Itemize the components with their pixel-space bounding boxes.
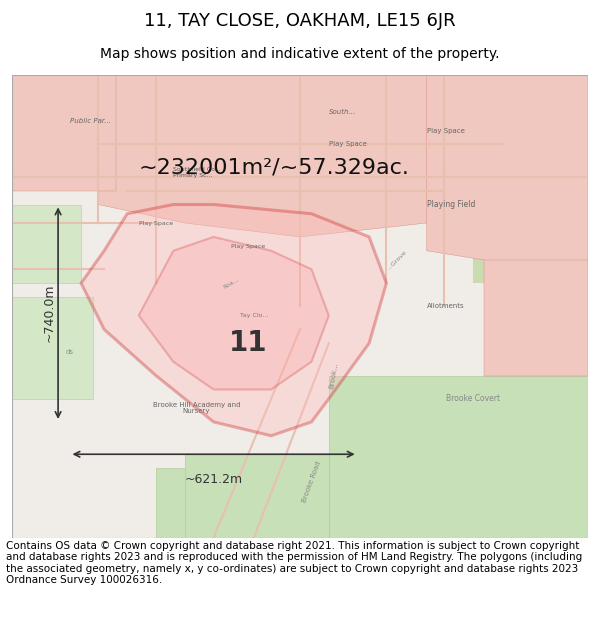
Text: ~621.2m: ~621.2m [185, 472, 242, 486]
Polygon shape [12, 297, 92, 399]
Polygon shape [484, 260, 588, 376]
Text: Tay Clo...: Tay Clo... [240, 313, 268, 318]
Polygon shape [12, 75, 116, 191]
Text: South...: South... [329, 109, 356, 115]
Text: Brooke Hill Academy and
Nursery: Brooke Hill Academy and Nursery [152, 401, 240, 414]
Polygon shape [427, 75, 588, 283]
Text: Public Par...: Public Par... [70, 118, 110, 124]
Polygon shape [427, 482, 588, 538]
Text: Roa...: Roa... [222, 276, 240, 290]
Polygon shape [185, 454, 329, 538]
Text: ...Grove: ...Grove [386, 249, 407, 271]
Polygon shape [329, 376, 588, 538]
Text: ~740.0m: ~740.0m [42, 284, 55, 342]
Text: Brook...: Brook... [329, 362, 340, 389]
Polygon shape [473, 204, 588, 283]
Text: Play Space: Play Space [139, 221, 173, 226]
Text: Play Space: Play Space [329, 141, 367, 148]
Text: 11: 11 [229, 329, 268, 357]
FancyBboxPatch shape [12, 75, 588, 538]
Text: Play Space: Play Space [231, 244, 265, 249]
Polygon shape [139, 237, 329, 389]
Text: Allotments: Allotments [427, 303, 464, 309]
Polygon shape [81, 204, 386, 436]
Text: 11, TAY CLOSE, OAKHAM, LE15 6JR: 11, TAY CLOSE, OAKHAM, LE15 6JR [144, 12, 456, 30]
Text: Southfield Co...
Primary Sc...: Southfield Co... Primary Sc... [173, 167, 221, 177]
Text: Play Space: Play Space [427, 127, 464, 134]
Text: Playing Field: Playing Field [427, 200, 475, 209]
Polygon shape [98, 75, 502, 237]
Polygon shape [156, 468, 271, 538]
Text: Brooke Road: Brooke Road [301, 461, 322, 504]
Text: Map shows position and indicative extent of the property.: Map shows position and indicative extent… [100, 47, 500, 61]
Text: Contains OS data © Crown copyright and database right 2021. This information is : Contains OS data © Crown copyright and d… [6, 541, 582, 586]
Text: ~232001m²/~57.329ac.: ~232001m²/~57.329ac. [139, 158, 410, 177]
Text: ds: ds [65, 349, 74, 356]
Text: Brooke Covert: Brooke Covert [446, 394, 500, 403]
Polygon shape [12, 204, 81, 283]
